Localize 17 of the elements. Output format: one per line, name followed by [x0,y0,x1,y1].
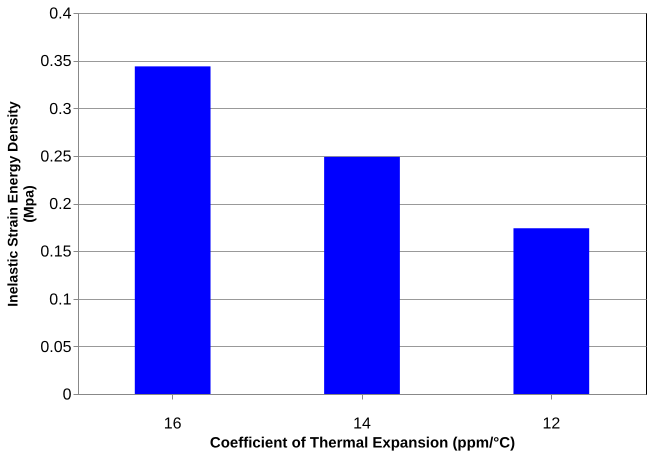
y-tick-label: 0.05 [40,338,72,356]
bar [324,156,400,394]
bar [513,228,590,394]
y-tick-label: 0.1 [49,291,72,308]
y-tick-label: 0.4 [49,6,72,22]
y-tick-label: 0 [62,386,72,404]
y-axis-title: Inelastic Strain Energy Density (Mpa) [4,101,36,307]
bar [134,66,211,394]
y-tick-label: 0.25 [40,148,72,166]
y-tick-label: 0.35 [40,53,72,70]
y-tick-label: 0.3 [49,100,72,118]
x-tick-label: 16 [164,416,182,432]
y-tick-label: 0.2 [49,196,72,213]
x-axis-title: Coefficient of Thermal Expansion (ppm/°C) [210,434,516,452]
x-tick-label: 14 [353,416,371,432]
y-tick-label: 0.15 [40,244,72,261]
x-tick-label: 12 [542,416,560,432]
